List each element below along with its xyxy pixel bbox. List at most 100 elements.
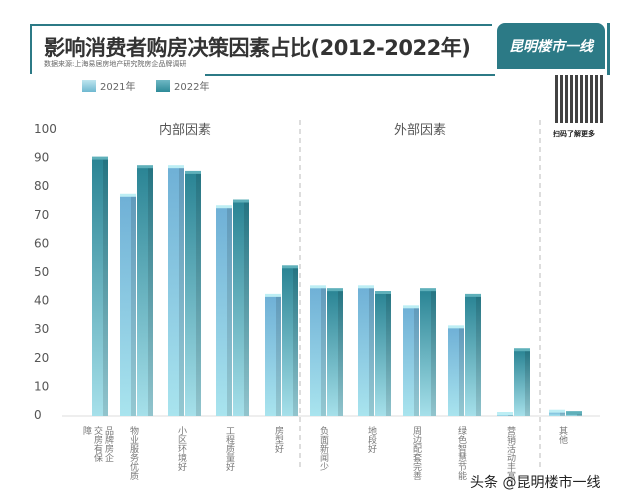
brand-bar [607,23,610,75]
y-tick-label: 70 [34,208,49,222]
chart-title: 影响消费者购房决策因素占比(2012-2022年) [44,36,471,60]
bar-side [293,267,298,416]
qr-code-icon [555,75,603,123]
data-source: 数据来源:上海易居房地产研究院房企品牌调研 [44,60,187,68]
bar-top [265,293,281,297]
bar-top [420,288,436,292]
bar-side [196,172,201,416]
x-tick-label: 地段好 [366,426,376,453]
y-tick-label: 0 [34,408,42,422]
title-frame [30,24,492,74]
bar-top [168,165,184,169]
bar-2022 [375,293,391,416]
x-tick-label: 品牌房企交房有保障 [81,426,113,462]
x-tick-label: 其他 [557,426,567,444]
bar-top [403,305,419,309]
bar-2021 [358,287,374,416]
bar-2022 [566,413,582,416]
bar-top [549,409,565,413]
legend-swatch-2022 [156,79,170,92]
bar-2021 [120,195,136,416]
bar-2022 [420,290,436,416]
bar-side [414,307,419,416]
bar-top [282,265,298,269]
divider [205,74,495,76]
bar-top [137,165,153,169]
y-tick-label: 100 [34,122,57,136]
y-tick-label: 50 [34,265,49,279]
x-tick-label: 房型好 [273,426,283,453]
bar-top [310,285,326,289]
group-label: 内部因素 [159,122,211,138]
legend-2022: 2022年 [156,78,209,93]
y-tick-label: 10 [34,379,49,393]
bar-2022 [282,267,298,416]
bar-side [276,295,281,416]
x-tick-label: 营销活动丰富 [505,426,515,480]
y-tick-label: 40 [34,294,49,308]
bar-side [431,290,436,416]
brand-badge: 昆明楼市一线 [497,23,605,69]
x-tick-label: 负面新闻少 [318,426,328,471]
bar-2021 [403,307,419,416]
bar-2022 [514,350,530,416]
y-tick-label: 20 [34,351,49,365]
qr-caption: 扫码了解更多 [553,130,595,138]
bar-top [375,291,391,295]
legend-label: 2022年 [174,82,210,93]
x-tick-label: 工程质量好 [224,426,234,471]
bar-2021 [265,295,281,416]
bar-side [476,295,481,416]
x-tick-label: 物业服务优质 [128,426,138,480]
bar-top [120,193,136,197]
x-tick-label: 绿色智慧节能 [456,426,466,480]
bar-side [577,413,582,416]
bar-top [497,412,513,415]
bar-top [448,325,464,329]
bar-2022 [137,167,153,416]
bar-side [369,287,374,416]
bar-2021 [448,327,464,416]
y-tick-label: 90 [34,151,49,165]
bar-2022 [185,172,201,416]
y-tick-label: 80 [34,179,49,193]
bar-2021 [216,207,232,416]
legend-swatch-2021 [82,79,96,92]
bar-side [525,350,530,416]
bar-top [566,411,582,415]
bar-side [131,195,136,416]
bar-side [244,201,249,416]
bar-side [227,207,232,416]
y-tick-label: 30 [34,322,49,336]
bar-2021 [310,287,326,416]
bar-2021 [549,411,565,416]
bar-side [386,293,391,416]
bar-side [459,327,464,416]
bar-top [233,199,249,203]
group-label: 外部因素 [394,123,446,138]
legend-label: 2021年 [100,82,136,93]
bar-top [358,285,374,289]
bar-top [327,288,343,292]
bar-top [514,348,530,352]
bar-2022 [92,158,108,416]
bar-top [185,170,201,174]
bar-top [216,205,232,209]
bar-top [92,156,108,160]
x-tick-label: 小区环境好 [176,426,186,471]
bar-side [338,290,343,416]
bar-2022 [465,295,481,416]
bar-2022 [327,290,343,416]
legend-2021: 2021年 [82,78,135,93]
bar-side [103,158,108,416]
bar-side [321,287,326,416]
bar-2021 [168,167,184,416]
bar-side [179,167,184,416]
bar-side [148,167,153,416]
y-tick-label: 60 [34,236,49,250]
watermark: 头条 @昆明楼市一线 [470,475,601,491]
bar-side [560,411,565,416]
x-tick-label: 周边配套完善 [411,426,421,480]
